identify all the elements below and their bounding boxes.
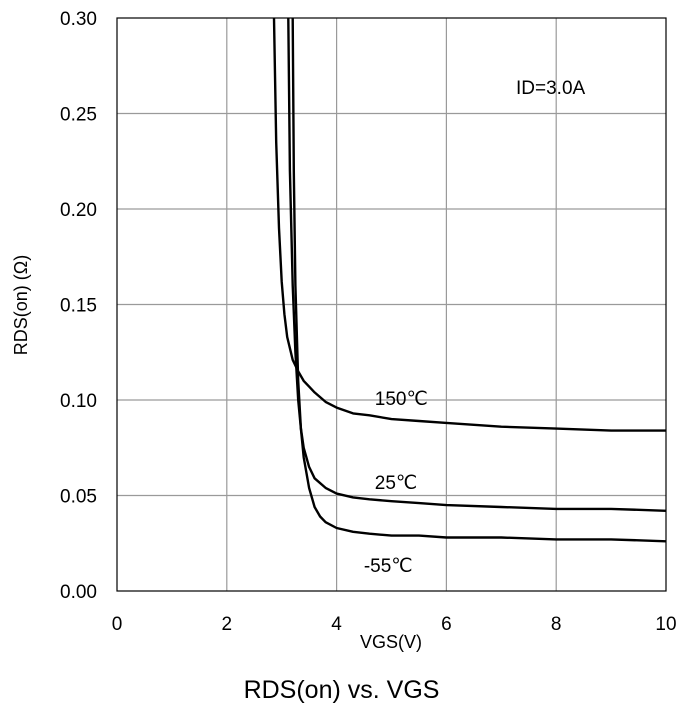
y-tick-label: 0.00: [60, 582, 97, 603]
x-tick-label: 2: [222, 614, 233, 635]
y-tick-label: 0.05: [60, 487, 97, 508]
annotation-id: ID=3.0A: [516, 78, 586, 99]
series-line-1: [272, 17, 666, 432]
grid: [117, 18, 666, 591]
y-axis-label: RDS(on) (Ω): [11, 255, 31, 355]
chart: 150℃25℃-55℃ 0 2 4 6 8 100.000.050.100.150.200…: [11, 9, 677, 652]
y-tick-label: 0.15: [60, 296, 97, 317]
x-tick-label: 6: [441, 614, 452, 635]
series-label-1: 150℃: [375, 389, 428, 410]
x-axis-label: VGS(V): [360, 632, 422, 652]
series-label-3: -55℃: [364, 556, 413, 577]
tick-labels: 0 2 4 6 8 10 0.00 0.05 0.10 0.15 0.20 0.25 0.30: [60, 9, 677, 635]
x-tick-label: 4: [331, 614, 342, 635]
series-lines: 150℃ 25℃ -55℃: [272, 17, 667, 577]
y-tick-label: 0.25: [60, 105, 97, 126]
series-line-2: [287, 17, 667, 512]
series-line-3: [291, 17, 667, 543]
y-tick-label: 0.10: [60, 391, 97, 412]
chart-title: RDS(on) vs. VGS: [243, 676, 440, 704]
x-tick-label: 0: [112, 614, 123, 635]
series-label-2: 25℃: [375, 473, 417, 494]
y-tick-label: 0.20: [60, 200, 97, 221]
y-tick-label: 0.30: [60, 9, 97, 30]
x-tick-label: 8: [551, 614, 562, 635]
plot-frame: [116, 17, 667, 592]
x-tick-label: 10: [655, 614, 676, 635]
